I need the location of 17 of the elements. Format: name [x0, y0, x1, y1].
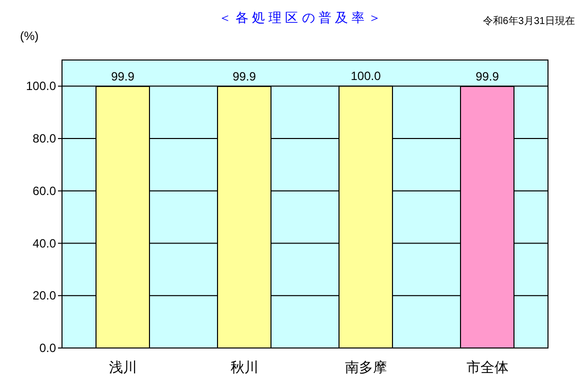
y-tick-label: 20.0	[32, 288, 56, 303]
x-tick-label: 秋川	[230, 359, 258, 375]
data-label: 99.9	[111, 69, 135, 84]
chart-title: ＜ 各 処 理 区 の 普 及 率 ＞	[218, 10, 382, 25]
y-axis-title: (%)	[20, 29, 39, 43]
text: 令和6年3月31日現在	[482, 15, 575, 27]
x-tick-label: 浅川	[108, 359, 137, 375]
data-label: 99.9	[476, 69, 500, 84]
data-label: 99.9	[232, 69, 256, 84]
y-tick-label: 80.0	[32, 132, 56, 146]
y-tick-label: 0.0	[39, 341, 56, 355]
x-tick-label: 南多摩	[344, 359, 387, 375]
y-tick-label: 100.0	[26, 79, 56, 94]
y-tick-label: 40.0	[32, 236, 56, 250]
y-tick-label: 60.0	[32, 184, 56, 198]
x-tick-label: 市全体	[466, 359, 508, 375]
data-label: 100.0	[350, 69, 382, 84]
